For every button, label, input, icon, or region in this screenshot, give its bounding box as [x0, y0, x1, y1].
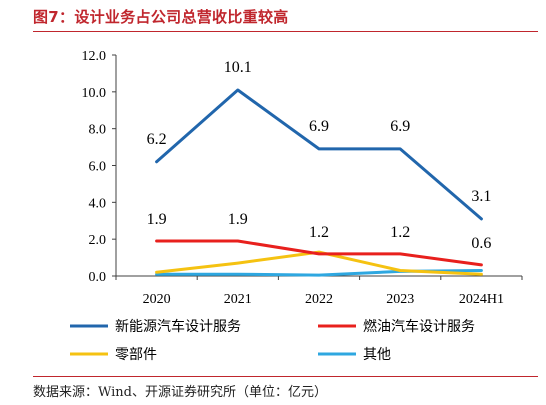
source-note: 数据来源：Wind、开源证券研究所（单位：亿元） — [33, 385, 327, 400]
source-rule — [33, 376, 538, 377]
data-label: 1.2 — [390, 224, 410, 241]
data-label: 1.9 — [228, 211, 248, 228]
series-line-2 — [155, 239, 483, 267]
y-tick-label: 8.0 — [89, 123, 107, 138]
data-label: 6.2 — [147, 131, 167, 148]
legend-label: 新能源汽车设计服务 — [115, 318, 241, 335]
x-tick-label: 2020 — [143, 292, 171, 307]
data-label: 6.9 — [390, 118, 410, 135]
x-tick-label: 2022 — [305, 292, 333, 307]
data-label: 6.9 — [309, 118, 329, 135]
series-line-3 — [155, 250, 483, 276]
legend-label: 其他 — [363, 347, 391, 363]
legend-label: 零部件 — [115, 347, 157, 363]
x-tick-label: 2024H1 — [459, 292, 504, 307]
data-label: 3.1 — [471, 188, 491, 205]
data-label: 10.1 — [224, 59, 252, 76]
data-label: 1.2 — [309, 224, 329, 241]
y-tick-label: 12.0 — [82, 49, 107, 64]
x-tick-label: 2023 — [386, 292, 414, 307]
y-tick-label: 2.0 — [89, 233, 107, 248]
figure-title: 图7：设计业务占公司总营收比重较高 — [33, 8, 289, 26]
y-tick-label: 10.0 — [82, 86, 107, 101]
y-tick-label: 6.0 — [89, 160, 107, 175]
x-tick-label: 2021 — [224, 292, 252, 307]
legend-label: 燃油汽车设计服务 — [363, 318, 475, 335]
data-label: 1.9 — [147, 211, 167, 228]
title-rule — [33, 31, 538, 32]
y-tick-label: 0.0 — [89, 270, 107, 285]
y-tick-label: 4.0 — [89, 196, 107, 211]
data-label: 0.6 — [471, 235, 491, 252]
series-line-1 — [155, 88, 483, 221]
